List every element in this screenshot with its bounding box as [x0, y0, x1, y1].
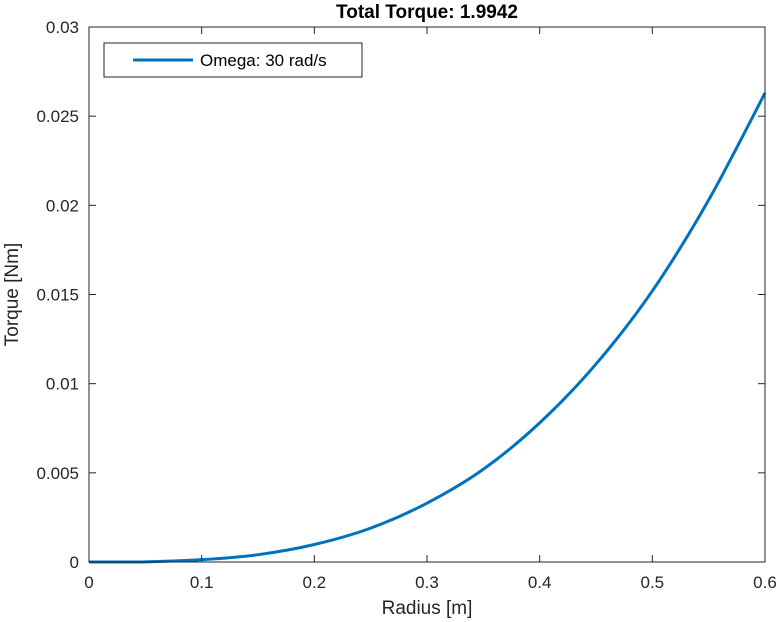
plot-area [89, 27, 765, 562]
series-lines [88, 92, 767, 564]
y-tick-label: 0 [70, 553, 79, 572]
x-tick-label: 0.4 [528, 573, 552, 592]
x-axis-ticks: 0 0.1 0.2 0.3 0.4 0.5 0.6 [84, 27, 777, 592]
x-tick-label: 0.2 [303, 573, 327, 592]
x-tick-label: 0.3 [415, 573, 439, 592]
x-axis-label: Radius [m] [382, 598, 473, 619]
y-tick-label: 0.015 [36, 286, 79, 305]
legend-label: Omega: 30 rad/s [200, 51, 327, 70]
legend: Omega: 30 rad/s [103, 42, 363, 78]
y-axis-ticks: 0 0.005 0.01 0.015 0.02 0.025 0.03 [36, 18, 765, 572]
x-tick-label: 0.6 [753, 573, 777, 592]
y-axis-label: Torque [Nm] [2, 243, 23, 346]
y-tick-label: 0.025 [36, 107, 79, 126]
y-tick-label: 0.02 [46, 196, 79, 215]
y-tick-label: 0.01 [46, 375, 79, 394]
y-tick-label: 0.03 [46, 18, 79, 37]
chart-title: Total Torque: 1.9942 [336, 2, 518, 23]
series-line-omega [88, 92, 767, 564]
x-tick-label: 0.1 [190, 573, 214, 592]
x-tick-label: 0.5 [641, 573, 665, 592]
x-tick-label: 0 [84, 573, 93, 592]
y-tick-label: 0.005 [36, 464, 79, 483]
